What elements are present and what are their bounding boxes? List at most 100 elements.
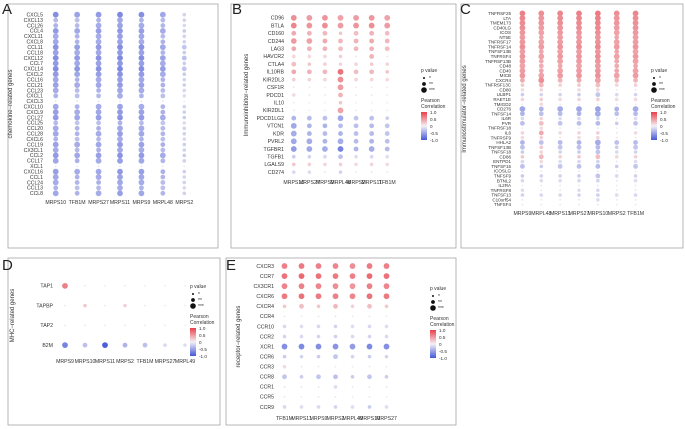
dot xyxy=(578,184,580,187)
dot xyxy=(316,374,321,380)
dot xyxy=(117,179,123,186)
y-tick-label: MICB xyxy=(500,73,511,78)
dot xyxy=(307,162,312,167)
dot xyxy=(633,159,638,164)
y-tick-label: CD276 xyxy=(497,107,512,112)
dot xyxy=(577,97,581,102)
legend-corr-tick: 0.5 xyxy=(660,117,667,122)
dot xyxy=(52,11,59,18)
dot xyxy=(557,144,563,150)
dot xyxy=(558,116,562,121)
dot xyxy=(282,374,287,380)
dot xyxy=(353,69,359,75)
dot xyxy=(306,69,312,75)
dot xyxy=(322,14,328,21)
dot xyxy=(292,86,295,89)
x-tick-label: MRPS27 xyxy=(299,180,320,186)
y-tick-label: CX3CL1 xyxy=(24,148,44,154)
y-tick-label: CCL17 xyxy=(27,159,43,165)
dot xyxy=(323,154,327,159)
dot xyxy=(539,145,544,150)
dot xyxy=(353,138,359,144)
dot xyxy=(96,120,101,126)
dot xyxy=(338,154,343,160)
dot xyxy=(338,46,343,52)
y-tick-label: CCL13 xyxy=(27,186,43,192)
dot xyxy=(349,343,356,350)
dot xyxy=(354,62,358,66)
dot xyxy=(122,342,128,348)
dot xyxy=(338,170,343,174)
dot xyxy=(291,61,297,67)
dot xyxy=(74,77,80,83)
dot xyxy=(576,43,582,50)
dot xyxy=(290,130,297,137)
dot xyxy=(64,304,66,307)
dot xyxy=(84,284,86,287)
legend-p-dot xyxy=(191,298,195,302)
y-tick-label: ICOS xyxy=(500,30,511,35)
dot xyxy=(74,114,81,121)
dot xyxy=(613,10,620,17)
dot xyxy=(52,60,59,67)
dot xyxy=(95,76,102,83)
dot xyxy=(95,82,102,88)
panel-a: A CXCL5CXCL13CCL26CCL4CXCL11CXCL8CCL11CCL… xyxy=(2,1,219,249)
legend-corr-tick: -0.5 xyxy=(199,347,207,352)
dot xyxy=(594,15,601,22)
y-tick-label: CX3CR1 xyxy=(254,284,275,290)
dot xyxy=(333,374,338,380)
dot xyxy=(385,365,388,368)
y-axis-title: receptor−related genes xyxy=(236,306,242,368)
dot xyxy=(299,334,304,339)
dot xyxy=(576,144,582,150)
dot xyxy=(119,165,121,168)
dot xyxy=(538,120,544,126)
x-tick-label: MRPL49 xyxy=(175,359,195,365)
dot xyxy=(520,116,525,121)
dot xyxy=(338,54,343,59)
y-tick-label: TNFRSF17 xyxy=(488,40,511,45)
dot xyxy=(308,109,311,112)
dot xyxy=(95,65,102,72)
dot xyxy=(159,114,166,121)
dot xyxy=(102,342,108,349)
dot xyxy=(538,24,545,31)
dot xyxy=(74,11,81,18)
dot xyxy=(322,22,328,29)
y-tick-label: CCL16 xyxy=(27,77,43,83)
dot xyxy=(595,120,601,126)
dot xyxy=(632,72,639,79)
y-tick-label: BTLA xyxy=(271,23,285,29)
dot xyxy=(290,22,297,29)
dot xyxy=(559,184,562,187)
dot xyxy=(594,34,601,41)
dot xyxy=(74,44,81,51)
dot xyxy=(384,46,390,52)
dot xyxy=(633,116,638,121)
dot xyxy=(323,54,327,59)
dot xyxy=(596,203,599,206)
dot xyxy=(594,24,601,31)
dot xyxy=(306,46,312,52)
dot xyxy=(384,324,389,329)
dot xyxy=(307,170,312,174)
dot xyxy=(281,263,288,269)
dot xyxy=(538,58,544,64)
dot xyxy=(557,20,564,26)
dot xyxy=(117,125,123,132)
x-tick-label: MRPS9 xyxy=(513,211,531,217)
dot xyxy=(615,136,618,139)
dot xyxy=(322,131,328,136)
legend-corr-tick: 0 xyxy=(439,342,442,347)
y-tick-label: CCR10 xyxy=(257,324,274,330)
dot xyxy=(577,92,581,97)
dot xyxy=(74,141,81,148)
dot xyxy=(520,120,525,126)
dot xyxy=(138,168,145,175)
dot xyxy=(559,136,562,139)
dot xyxy=(282,354,287,359)
legend-corr-title: Pearson xyxy=(430,316,449,322)
dot xyxy=(163,343,167,347)
dot xyxy=(74,180,80,185)
